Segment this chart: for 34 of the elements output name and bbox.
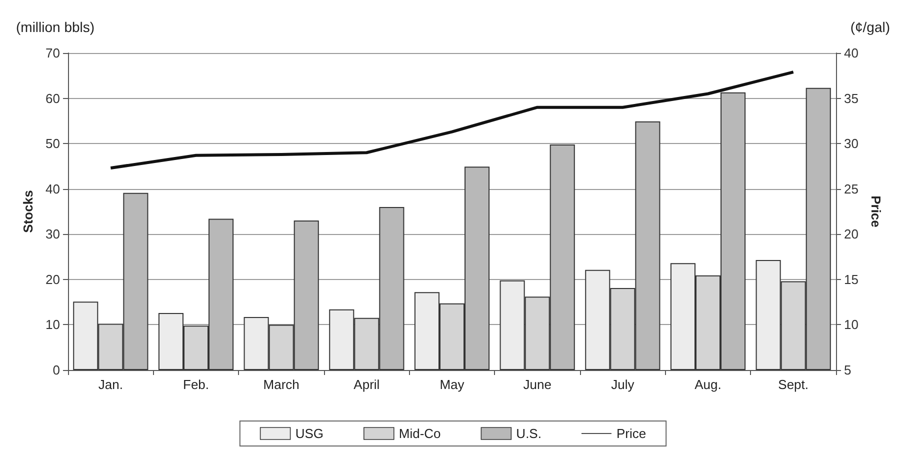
x-tick-label: April — [354, 377, 380, 392]
y2-tick-label: 20 — [844, 226, 858, 242]
x-tick-label: June — [523, 377, 552, 392]
y2-tick-label: 35 — [844, 90, 858, 106]
y-tick-label: 0 — [52, 362, 60, 378]
legend-label: USG — [295, 426, 324, 441]
legend-label: Mid-Co — [398, 426, 441, 441]
y-tick-label: 10 — [46, 317, 60, 332]
x-tick-label: Sept. — [778, 377, 809, 392]
y2-tick-label: 5 — [844, 362, 852, 378]
x-tick-label: Feb. — [182, 377, 210, 392]
x-tick-label: Jan. — [98, 377, 123, 392]
y-tick-label: 20 — [46, 272, 60, 287]
x-tick-label: Aug. — [694, 377, 722, 392]
x-tick-label: May — [440, 377, 465, 392]
line-series — [109, 70, 795, 170]
y2-tick-label: 15 — [844, 272, 858, 287]
x-tick-label: March — [263, 377, 300, 392]
y-tick-label: 50 — [46, 136, 60, 152]
text: (¢/gal) — [850, 19, 890, 35]
y2-tick-label: 30 — [844, 136, 858, 152]
y2-tick-label: 10 — [844, 317, 858, 332]
y-axis-title: Stocks — [20, 190, 36, 233]
y-tick-label: 30 — [46, 226, 60, 242]
y2-tick-label: 25 — [844, 181, 858, 196]
text: (million bbls) — [16, 19, 95, 35]
legend-label: U.S. — [516, 426, 542, 441]
x-tick-label: July — [611, 377, 635, 392]
legend-label: Price — [616, 426, 646, 441]
y-tick-label: 40 — [46, 181, 60, 196]
y2-tick-label: 40 — [844, 46, 858, 60]
y2-axis-title: Price — [868, 196, 884, 228]
y-tick-label: 70 — [46, 46, 60, 60]
y-tick-label: 60 — [46, 90, 60, 106]
